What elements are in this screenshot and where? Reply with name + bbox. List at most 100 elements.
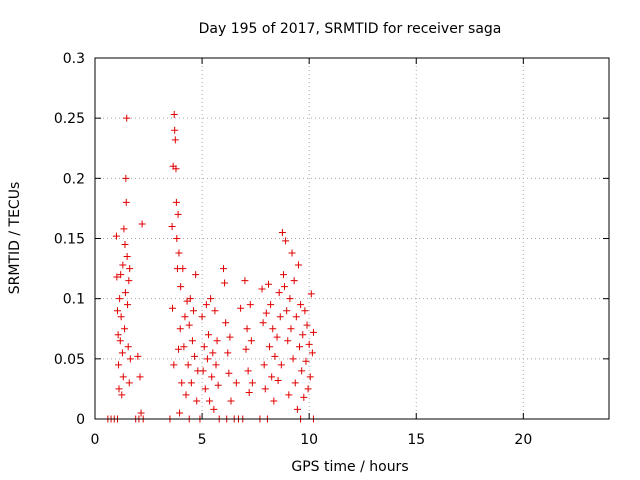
- data-point: [285, 391, 293, 399]
- data-point: [169, 304, 177, 312]
- x-tick-label: 10: [300, 432, 318, 448]
- data-point: [220, 265, 227, 273]
- data-point: [186, 295, 194, 303]
- data-point: [303, 321, 311, 329]
- data-point: [291, 379, 299, 387]
- data-point: [266, 343, 274, 351]
- data-point: [214, 381, 222, 389]
- data-point: [262, 309, 270, 317]
- data-point: [281, 283, 289, 291]
- data-point: [308, 349, 316, 357]
- data-point: [190, 307, 198, 315]
- data-point: [125, 277, 133, 285]
- data-point: [176, 409, 184, 417]
- data-point: [178, 379, 186, 387]
- data-point: [227, 397, 235, 405]
- data-point: [213, 337, 221, 345]
- data-point: [283, 307, 291, 315]
- y-tick-label: 0.2: [63, 171, 85, 187]
- data-point: [302, 357, 310, 365]
- data-point: [261, 385, 269, 393]
- data-point: [277, 361, 285, 369]
- data-point: [125, 379, 133, 387]
- data-point: [288, 249, 296, 257]
- data-point: [224, 349, 232, 357]
- data-point: [278, 228, 286, 236]
- data-point: [184, 361, 192, 369]
- y-tick-label: 0.1: [63, 292, 85, 308]
- chart-title: Day 195 of 2017, SRMTID for receiver sag…: [199, 21, 502, 37]
- data-point: [179, 265, 187, 273]
- data-point: [289, 355, 297, 363]
- y-tick-label: 0.3: [63, 51, 85, 67]
- data-point: [287, 325, 295, 333]
- plot-frame: [94, 57, 610, 420]
- data-point: [121, 325, 129, 333]
- data-point: [208, 373, 216, 381]
- data-point: [121, 241, 129, 249]
- data-point: [301, 307, 309, 315]
- data-point: [299, 331, 307, 339]
- data-point: [134, 352, 142, 360]
- y-axis-label: SRMTID / TECUs: [7, 182, 23, 295]
- data-point: [116, 295, 124, 303]
- data-point: [112, 232, 120, 240]
- data-point: [297, 301, 305, 309]
- data-point: [138, 220, 146, 228]
- data-point: [290, 277, 298, 285]
- data-point: [260, 361, 268, 369]
- data-point: [296, 343, 304, 351]
- data-point: [243, 325, 251, 333]
- data-point: [304, 385, 312, 393]
- data-point: [279, 271, 287, 279]
- data-point: [136, 373, 144, 381]
- x-tick-label: 20: [514, 432, 532, 448]
- data-point: [188, 337, 196, 345]
- data-point: [116, 337, 124, 345]
- data-point: [242, 345, 250, 353]
- data-point: [171, 136, 179, 144]
- data-point: [122, 198, 130, 206]
- data-point: [200, 343, 208, 351]
- data-point: [201, 385, 209, 393]
- data-point: [192, 271, 200, 279]
- data-point: [185, 321, 193, 329]
- data-point: [187, 379, 195, 387]
- data-points: [104, 111, 317, 423]
- x-tick-label: 0: [91, 432, 100, 448]
- data-point: [232, 379, 240, 387]
- data-point: [115, 361, 123, 369]
- data-point: [117, 271, 125, 279]
- data-point: [294, 261, 302, 269]
- data-point: [237, 304, 245, 312]
- data-point: [292, 313, 300, 321]
- data-point: [126, 265, 134, 273]
- grid-lines: [95, 58, 609, 419]
- data-point: [222, 319, 230, 327]
- data-point: [114, 331, 122, 339]
- data-point: [126, 355, 134, 363]
- data-point: [119, 261, 127, 269]
- data-point: [221, 279, 229, 287]
- data-point: [282, 237, 290, 245]
- data-point: [124, 343, 132, 351]
- data-point: [168, 222, 176, 230]
- data-point: [273, 333, 281, 341]
- data-point: [275, 289, 283, 297]
- data-point: [307, 290, 315, 298]
- data-point: [181, 313, 189, 321]
- data-point: [176, 325, 184, 333]
- data-point: [212, 361, 220, 369]
- data-point: [210, 405, 218, 413]
- data-point: [118, 391, 126, 399]
- data-point: [293, 405, 301, 413]
- axis-ticks: 0 0.05 0.1 0.15 0.2 0.25 0.3 0 5 10 15 20: [54, 51, 609, 448]
- data-point: [202, 301, 210, 309]
- data-point: [309, 328, 317, 336]
- data-point: [268, 373, 276, 381]
- x-tick-label: 15: [407, 432, 425, 448]
- data-point: [246, 301, 254, 309]
- data-point: [247, 337, 255, 345]
- data-point: [123, 253, 131, 261]
- data-point: [113, 307, 121, 315]
